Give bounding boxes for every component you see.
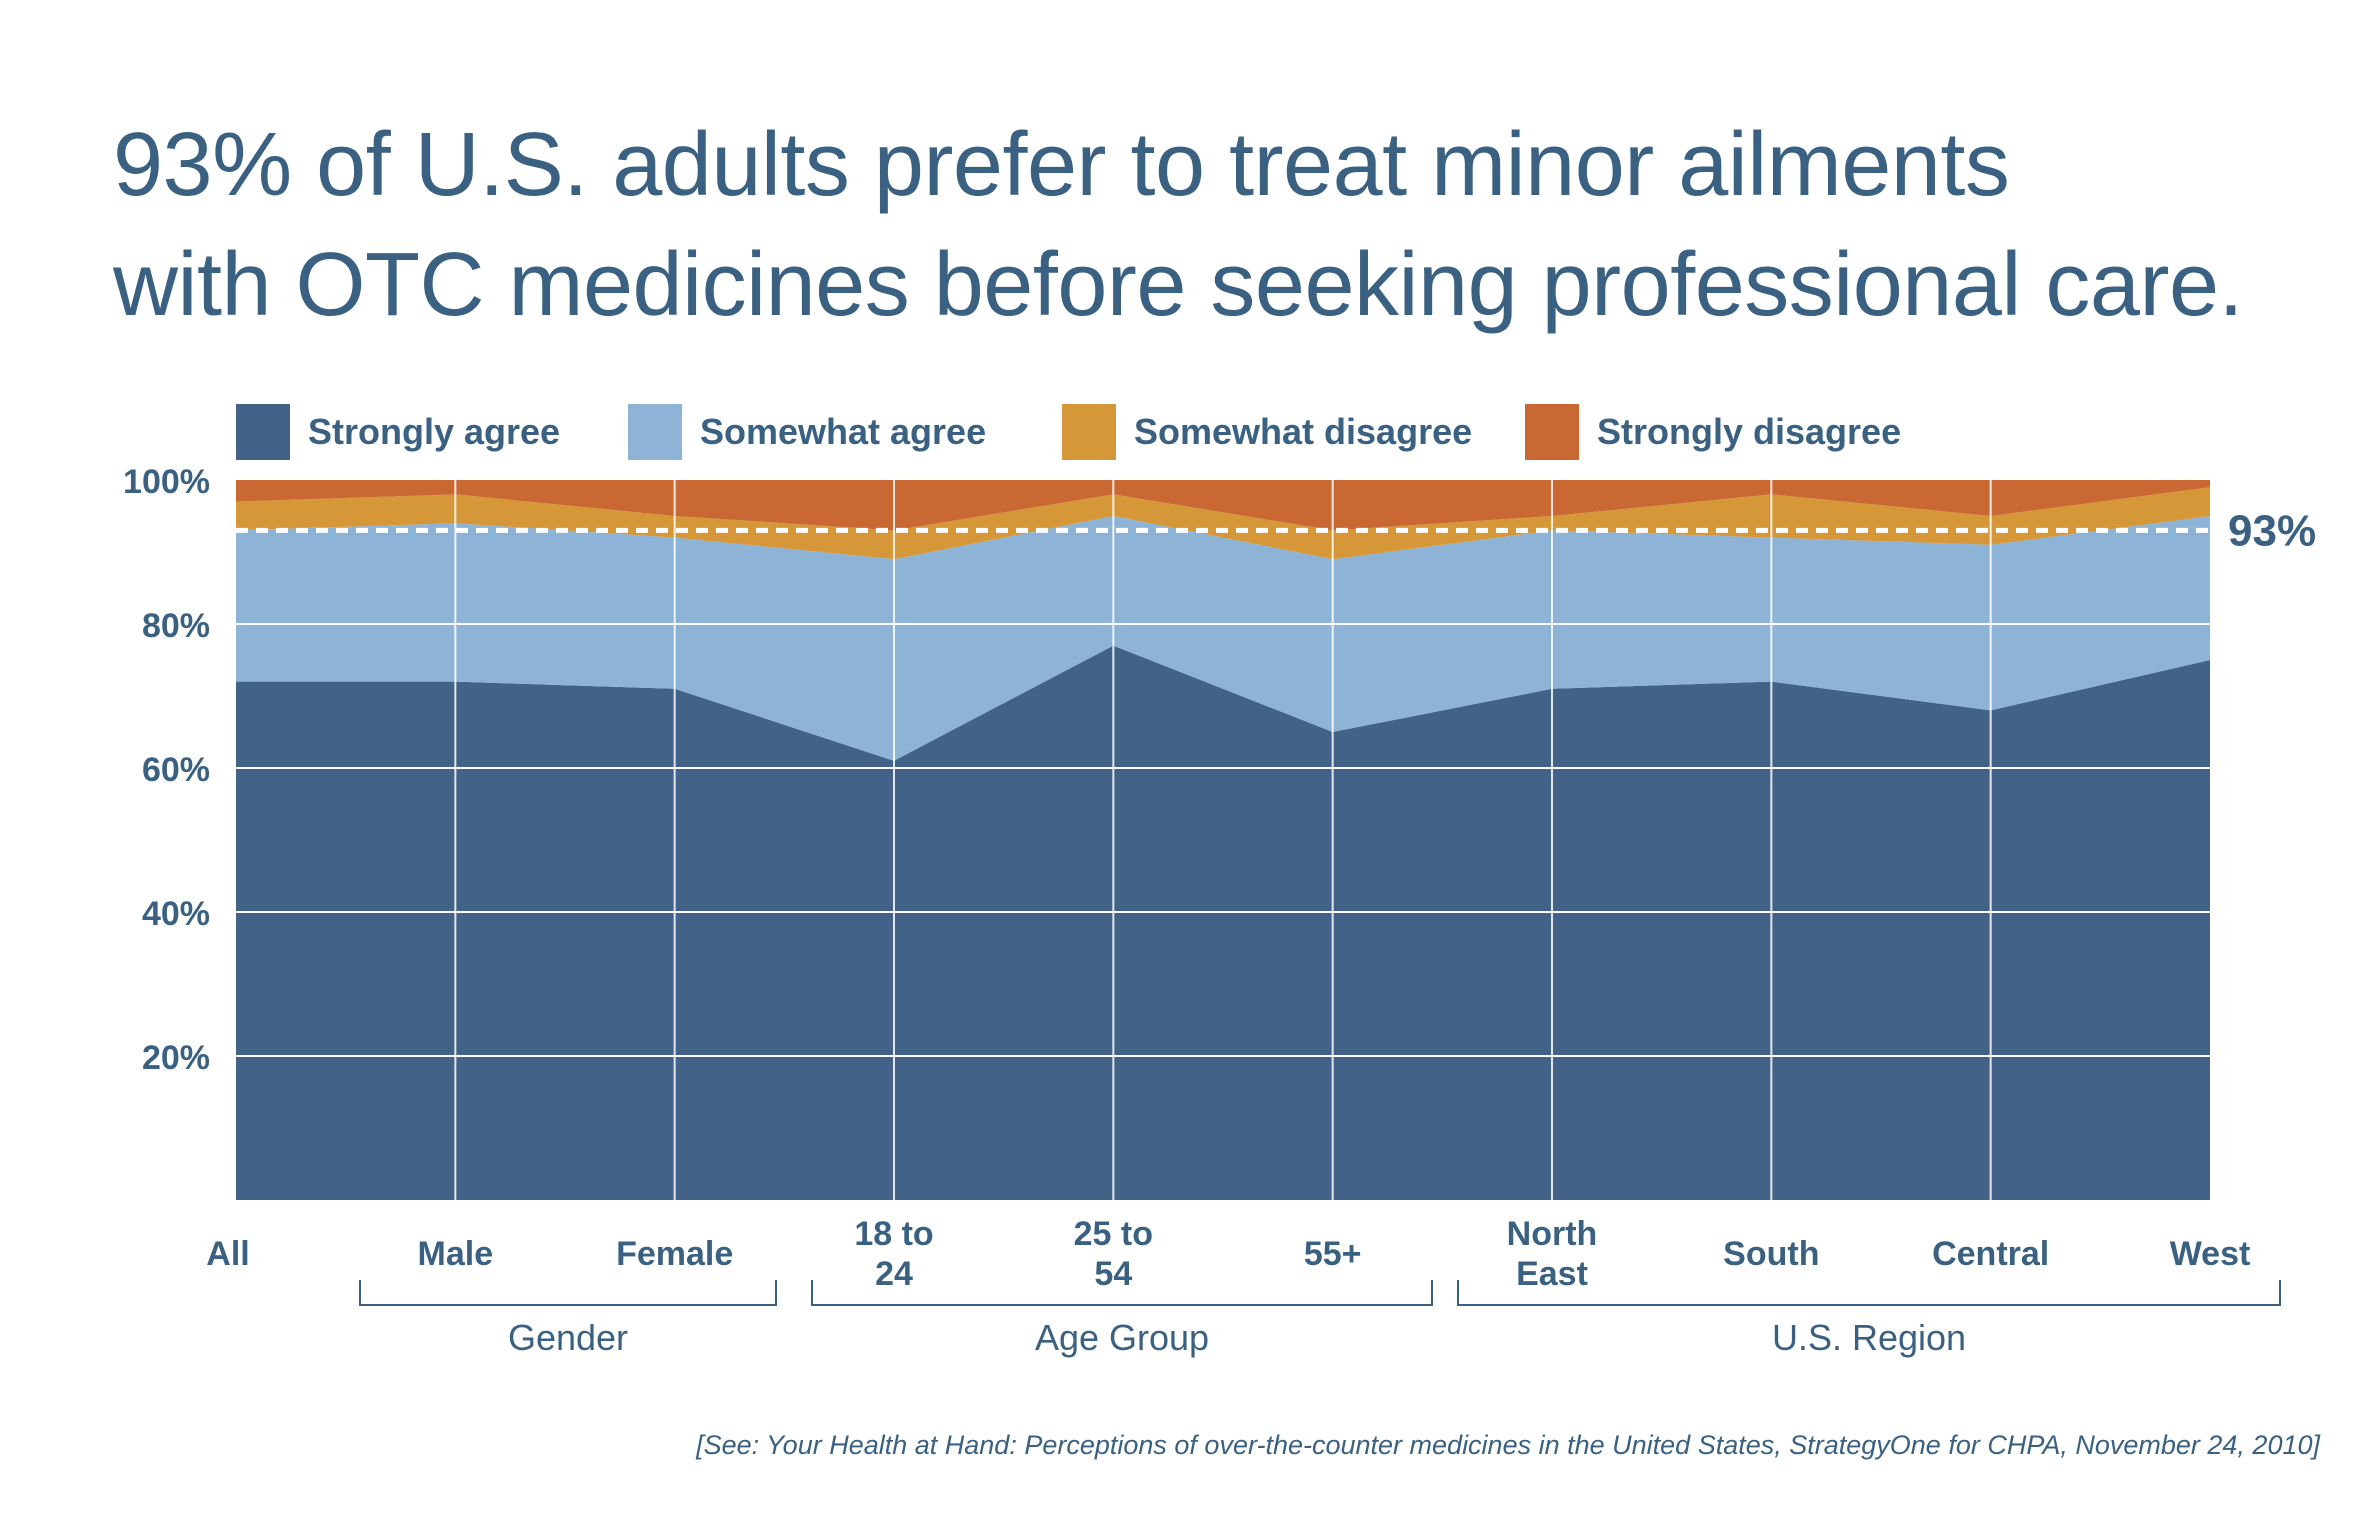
x-tick-label-female: Female	[616, 1235, 733, 1273]
area-strongly-disagree	[236, 480, 2210, 531]
source-citation: [See: Your Health at Hand: Perceptions o…	[696, 1430, 2320, 1460]
legend-swatch-somewhat-disagree	[1062, 404, 1116, 460]
legend-label-somewhat-agree: Somewhat agree	[700, 411, 987, 452]
legend-item-strongly-disagree: Strongly disagree	[1525, 404, 1901, 460]
legend-label-somewhat-disagree: Somewhat disagree	[1134, 411, 1473, 452]
legend-item-somewhat-agree: Somewhat agree	[628, 404, 986, 460]
x-tick-label-south: South	[1723, 1235, 1819, 1273]
group-label-gender: Gender	[508, 1317, 628, 1358]
legend-swatch-strongly-disagree	[1525, 404, 1579, 460]
x-tick-label-central: Central	[1932, 1235, 2049, 1273]
chart-title: 93% of U.S. adults prefer to treat minor…	[113, 105, 2333, 345]
legend-item-somewhat-disagree: Somewhat disagree	[1062, 404, 1472, 460]
y-tick-label-60: 60%	[142, 751, 210, 789]
x-tick-label-55: 55+	[1304, 1235, 1362, 1273]
group-bracket-u-s-region	[1457, 1280, 2281, 1306]
reference-line-label: 93%	[2228, 506, 2316, 555]
x-tick-label-25-to-54: 25 to 54	[1074, 1215, 1153, 1293]
group-bracket-age-group	[811, 1280, 1433, 1306]
title-line-2: with OTC medicines before seeking profes…	[113, 235, 2244, 335]
group-bracket-gender	[359, 1280, 777, 1306]
y-tick-label-100: 100%	[123, 463, 210, 501]
x-tick-label-male: Male	[418, 1235, 494, 1273]
area-somewhat-disagree	[236, 487, 2210, 560]
legend-swatch-strongly-agree	[236, 404, 290, 460]
x-tick-label-all: All	[206, 1235, 249, 1273]
legend-swatch-somewhat-agree	[628, 404, 682, 460]
y-tick-label-80: 80%	[142, 607, 210, 645]
area-strongly-agree	[236, 645, 2210, 1200]
x-tick-label-west: West	[2170, 1235, 2251, 1273]
legend-label-strongly-agree: Strongly agree	[308, 411, 561, 452]
y-tick-label-20: 20%	[142, 1039, 210, 1077]
legend-label-strongly-disagree: Strongly disagree	[1597, 411, 1902, 452]
group-label-u-s-region: U.S. Region	[1772, 1317, 1966, 1358]
group-label-age-group: Age Group	[1035, 1317, 1209, 1358]
x-tick-label-north-east: North East	[1507, 1215, 1598, 1293]
x-tick-label-18-to-24: 18 to 24	[854, 1215, 933, 1293]
legend-item-strongly-agree: Strongly agree	[236, 404, 560, 460]
area-somewhat-agree	[236, 516, 2210, 761]
y-tick-label-40: 40%	[142, 895, 210, 933]
title-line-1: 93% of U.S. adults prefer to treat minor…	[113, 115, 2010, 215]
